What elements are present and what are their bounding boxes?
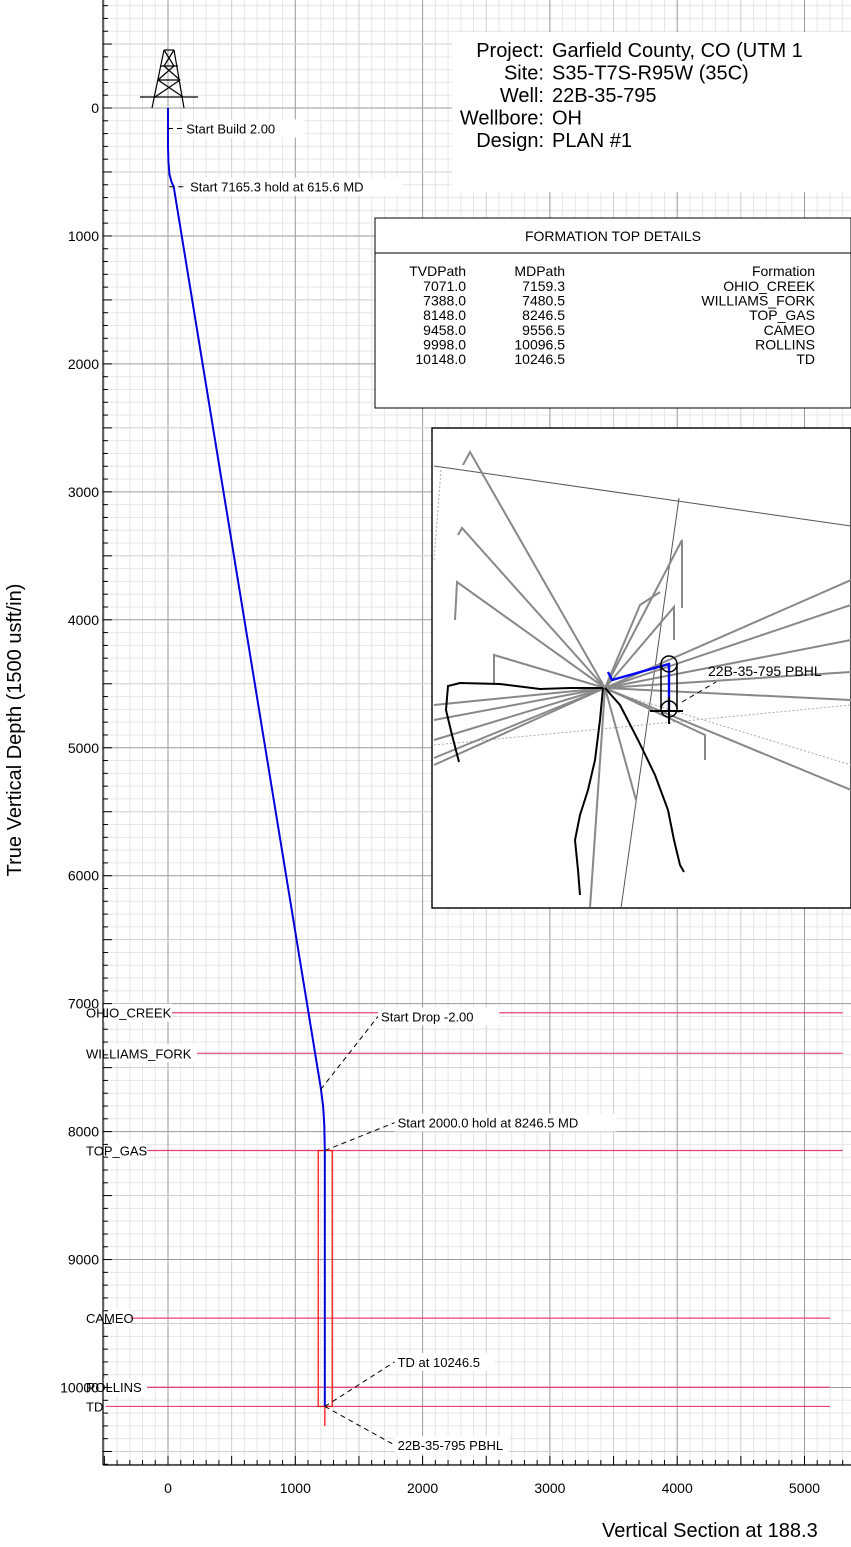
annotation-leader [320,1016,379,1090]
x-tick-label: 1000 [280,1480,311,1496]
annotation-leader [324,1405,395,1446]
well-header-panel: Project: Garfield County, CO (UTM 1 Site: S… [452,32,851,192]
annotation-leader [324,1122,395,1152]
formation-label: TOP_GAS [86,1144,148,1159]
y-tick-label: 7000 [68,996,99,1012]
annotation-leader [324,1361,395,1407]
well-path-group [167,108,326,1407]
x-tick-label: 0 [164,1480,172,1496]
header-value: OH [552,108,582,130]
header-value: 22B-35-795 [552,85,657,107]
formation-label: ROLLINS [86,1380,142,1395]
formation-table: FORMATION TOP DETAILS TVDPath MDPath Forma… [374,217,851,409]
formation-table-title: FORMATION TOP DETAILS [525,228,701,244]
table-cell: 10246.5 [514,351,565,367]
formation-label: OHIO_CREEK [86,1006,172,1021]
header-value: Garfield County, CO (UTM 1 [552,40,803,62]
header-label: Site: [504,63,544,85]
header-label: Project: [476,40,544,62]
formation-label-bg [85,1044,197,1063]
table-column-header: MDPath [514,263,565,279]
table-cell: TD [796,351,815,367]
y-axis-title: True Vertical Depth (1500 usft/in) [4,584,26,877]
annotation-bg [394,1113,617,1132]
annotation-label: TD at 10246.5 [398,1355,480,1370]
plan-view-inset: 22B-35-795 PBHL [431,427,851,909]
inset-pbhl-label: 22B-35-795 PBHL [708,663,822,679]
table-cell: 7388.0 [423,293,466,309]
y-tick-label: 4000 [68,612,99,628]
y-tick-label: 0 [91,100,99,116]
table-cell: CAMEO [764,322,815,338]
plan-view-well-path [606,662,671,709]
y-tick-label: 8000 [68,1124,99,1140]
formation-label-bg [85,1003,172,1022]
header-label: Wellbore: [460,108,544,130]
x-tick-label: 2000 [407,1480,438,1496]
table-cell: 8246.5 [522,307,565,323]
annotation-label: Start Drop -2.00 [381,1009,474,1024]
table-column-header: TVDPath [409,263,466,279]
formation-label-bg [85,1378,148,1397]
table-cell: 10096.5 [514,336,565,352]
table-cell: OHIO_CREEK [723,278,815,294]
table-cell: ROLLINS [755,336,815,352]
tick-marks: 0 1000 2000 3000 4000 5000 6000 7000 8000 9000 100… [60,5,844,1496]
annotation-label: Start 2000.0 hold at 8246.5 MD [398,1116,579,1131]
y-tick-label: 6000 [68,868,99,884]
y-tick-label: 3000 [68,484,99,500]
y-tick-label: 9000 [68,1252,99,1268]
formation-label-bg [85,1397,106,1416]
formation-label-bg [85,1309,131,1328]
header-value: S35-T7S-R95W (35C) [552,63,749,85]
formation-label: CAMEO [86,1311,134,1326]
annotation-label: Start Build 2.00 [186,121,275,136]
header-label: Well: [500,85,544,107]
annotation-bg [187,177,402,196]
table-cell: WILLIAMS_FORK [701,293,815,309]
table-column-header: Formation [752,263,815,279]
x-tick-label: 4000 [662,1480,693,1496]
table-cell: 7071.0 [423,278,466,294]
header-label: Design: [476,130,544,152]
table-cell: 7480.5 [522,293,565,309]
table-cell: 9998.0 [423,336,466,352]
formation-label: WILLIAMS_FORK [86,1046,192,1061]
table-cell: 9556.5 [522,322,565,338]
annotation-bg [394,1436,509,1455]
header-value: PLAN #1 [552,130,632,152]
drilling-rig-icon [140,49,198,109]
annotation-bg [183,119,305,138]
formation-lines: OHIO_CREEK WILLIAMS_FORK TOP_GAS CAMEO ROLLI… [85,1003,843,1416]
y-tick-label: 1000 [68,228,99,244]
table-cell: 8148.0 [423,307,466,323]
well-path-line [167,108,326,1407]
y-tick-label: 10000 [60,1380,99,1396]
y-tick-label: 2000 [68,356,99,372]
x-axis-title: Vertical Section at 188.3 [602,1520,818,1542]
annotation-bg [378,1007,500,1026]
x-tick-label: 3000 [534,1480,565,1496]
y-tick-label: 5000 [68,740,99,756]
table-cell: 9458.0 [423,322,466,338]
table-cell: 7159.3 [522,278,565,294]
x-tick-label: 5000 [789,1480,820,1496]
formation-label: TD [86,1399,103,1414]
annotation-label: Start 7165.3 hold at 615.6 MD [190,180,363,195]
table-cell: TOP_GAS [749,307,815,323]
table-cell: 10148.0 [415,351,466,367]
annotation-bg [394,1352,495,1371]
formation-label-bg [85,1141,148,1160]
annotations: Start Build 2.00 Start 7165.3 hold at 615… [168,119,617,1455]
annotation-label: 22B-35-795 PBHL [398,1438,504,1453]
